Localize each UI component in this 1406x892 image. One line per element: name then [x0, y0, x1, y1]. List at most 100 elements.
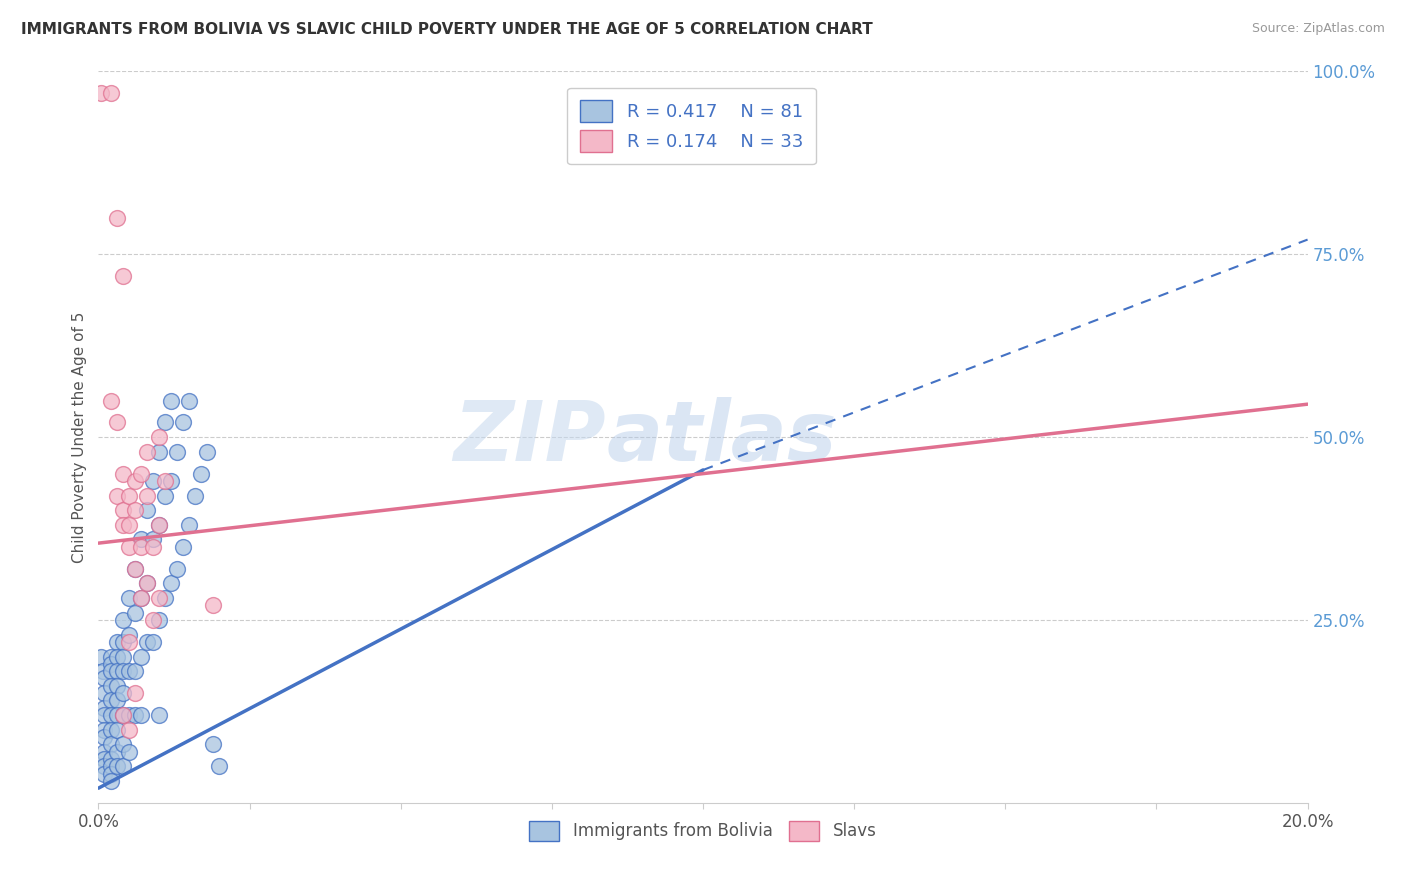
Point — [202, 599, 225, 613]
Point — [93, 752, 115, 766]
Point — [93, 759, 115, 773]
Point — [148, 517, 170, 532]
Point — [111, 635, 134, 649]
Point — [118, 664, 141, 678]
Point — [190, 467, 212, 481]
Point — [100, 752, 122, 766]
Point — [129, 540, 152, 554]
Point — [172, 540, 194, 554]
Point — [129, 591, 152, 605]
Point — [105, 723, 128, 737]
Point — [100, 87, 122, 101]
Point — [93, 700, 115, 714]
Point — [93, 730, 115, 744]
Point — [100, 723, 122, 737]
Point — [153, 489, 176, 503]
Point — [118, 723, 141, 737]
Point — [135, 489, 157, 503]
Point — [148, 430, 170, 444]
Text: Source: ZipAtlas.com: Source: ZipAtlas.com — [1251, 22, 1385, 36]
Point — [135, 576, 157, 591]
Point — [91, 664, 114, 678]
Point — [124, 562, 146, 576]
Point — [124, 606, 146, 620]
Point — [105, 664, 128, 678]
Point — [160, 393, 183, 408]
Point — [124, 474, 146, 488]
Point — [105, 745, 128, 759]
Point — [129, 467, 152, 481]
Point — [111, 613, 134, 627]
Point — [105, 489, 128, 503]
Point — [93, 766, 115, 780]
Point — [90, 87, 112, 101]
Point — [153, 591, 176, 605]
Point — [90, 649, 112, 664]
Point — [135, 576, 157, 591]
Point — [179, 517, 201, 532]
Text: IMMIGRANTS FROM BOLIVIA VS SLAVIC CHILD POVERTY UNDER THE AGE OF 5 CORRELATION C: IMMIGRANTS FROM BOLIVIA VS SLAVIC CHILD … — [21, 22, 873, 37]
Point — [100, 693, 122, 707]
Point — [93, 745, 115, 759]
Point — [118, 635, 141, 649]
Point — [179, 393, 201, 408]
Point — [105, 693, 128, 707]
Point — [118, 627, 141, 641]
Point — [135, 635, 157, 649]
Point — [100, 649, 122, 664]
Y-axis label: Child Poverty Under the Age of 5: Child Poverty Under the Age of 5 — [72, 311, 87, 563]
Point — [129, 533, 152, 547]
Point — [100, 773, 122, 788]
Point — [93, 708, 115, 723]
Point — [142, 613, 165, 627]
Point — [118, 591, 141, 605]
Point — [111, 664, 134, 678]
Point — [142, 540, 165, 554]
Point — [118, 745, 141, 759]
Point — [118, 708, 141, 723]
Point — [148, 517, 170, 532]
Point — [148, 591, 170, 605]
Point — [105, 416, 128, 430]
Point — [93, 672, 115, 686]
Point — [129, 708, 152, 723]
Point — [184, 489, 207, 503]
Point — [208, 759, 231, 773]
Point — [111, 503, 134, 517]
Point — [135, 444, 157, 458]
Point — [100, 708, 122, 723]
Point — [100, 664, 122, 678]
Point — [166, 444, 188, 458]
Point — [111, 686, 134, 700]
Point — [105, 708, 128, 723]
Point — [142, 635, 165, 649]
Point — [105, 759, 128, 773]
Point — [202, 737, 225, 751]
Point — [148, 613, 170, 627]
Point — [195, 444, 218, 458]
Point — [160, 576, 183, 591]
Point — [105, 635, 128, 649]
Point — [135, 503, 157, 517]
Point — [124, 664, 146, 678]
Point — [118, 489, 141, 503]
Point — [111, 708, 134, 723]
Point — [105, 679, 128, 693]
Point — [172, 416, 194, 430]
Point — [100, 657, 122, 671]
Point — [129, 591, 152, 605]
Point — [160, 474, 183, 488]
Point — [153, 474, 176, 488]
Point — [118, 540, 141, 554]
Point — [111, 467, 134, 481]
Point — [124, 562, 146, 576]
Point — [100, 759, 122, 773]
Point — [111, 269, 134, 284]
Point — [111, 737, 134, 751]
Point — [93, 723, 115, 737]
Point — [105, 649, 128, 664]
Point — [148, 444, 170, 458]
Point — [93, 686, 115, 700]
Point — [100, 679, 122, 693]
Point — [105, 211, 128, 225]
